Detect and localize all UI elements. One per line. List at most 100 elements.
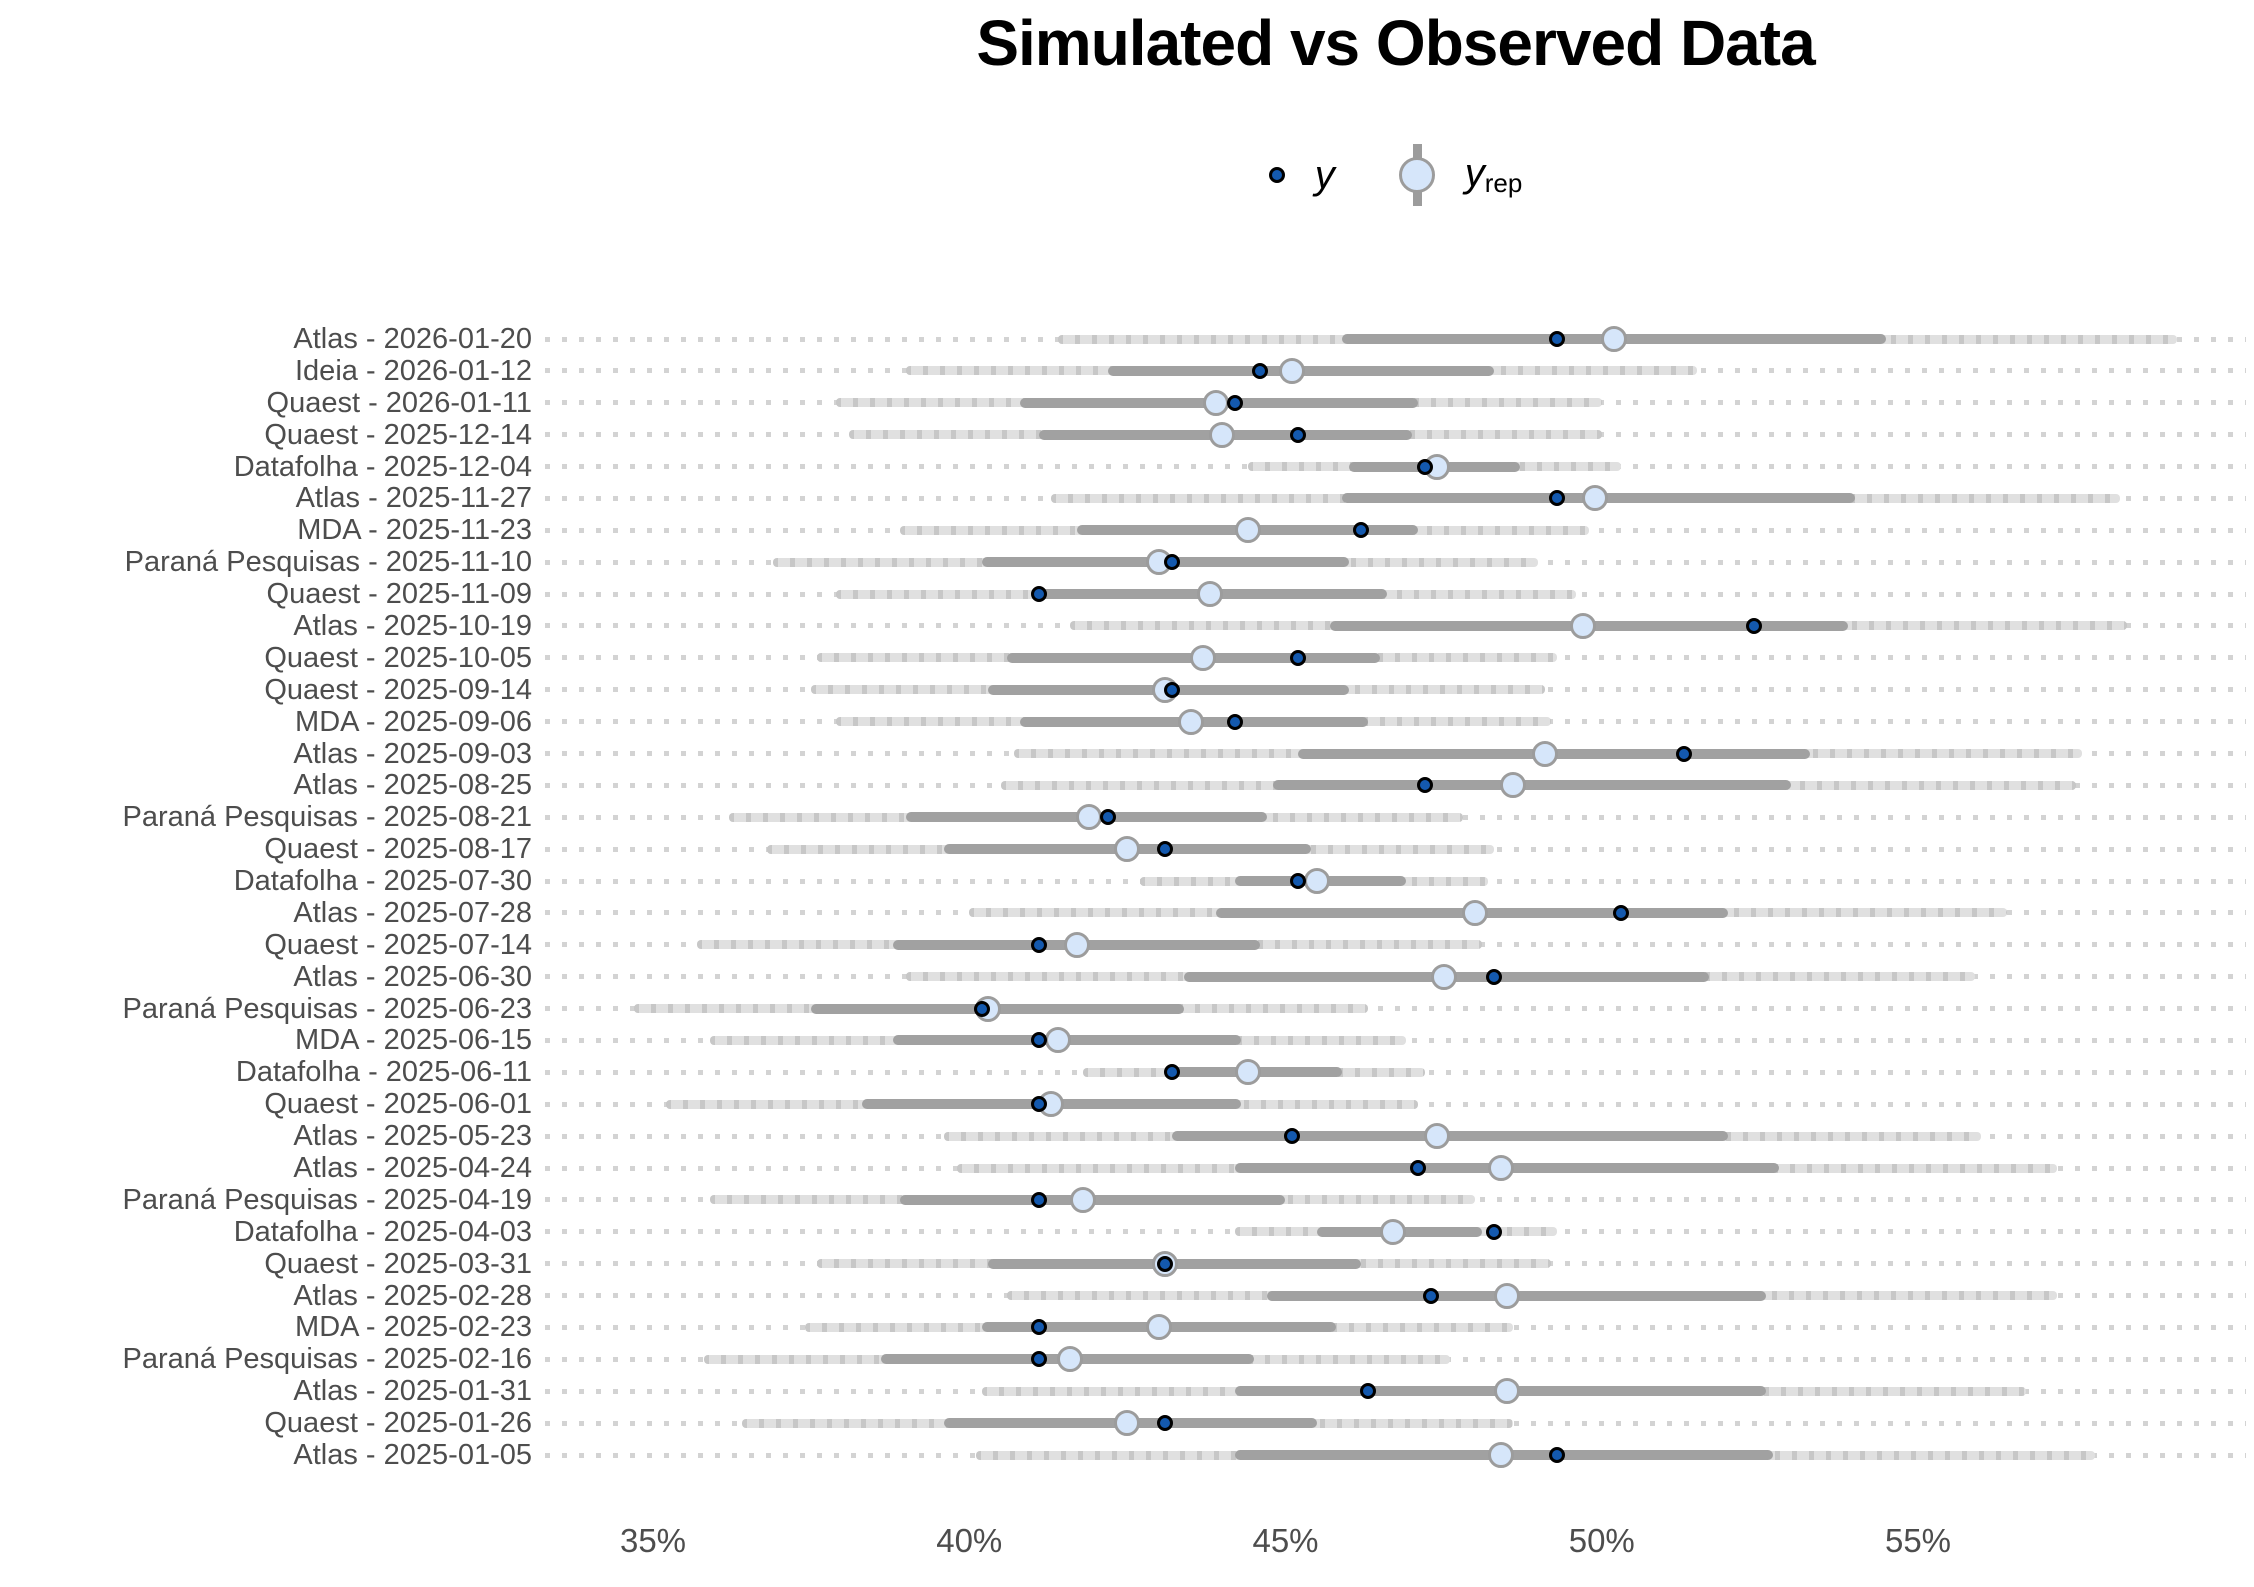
- yrep-point: [1582, 485, 1609, 512]
- row-label: Quaest - 2025-01-26: [264, 1407, 532, 1440]
- yrep-point: [1044, 1027, 1071, 1054]
- yrep-point: [1569, 612, 1596, 639]
- row-label: Atlas - 2025-01-31: [293, 1375, 532, 1408]
- yrep-point: [1493, 1378, 1520, 1405]
- row-label: Quaest - 2026-01-11: [266, 386, 532, 419]
- row-label: Quaest - 2025-11-09: [266, 578, 532, 611]
- row-label: Atlas - 2025-10-19: [293, 609, 532, 642]
- yrep-legend-marker: [1398, 144, 1435, 206]
- row-label: Atlas - 2025-01-05: [293, 1439, 532, 1471]
- yrep-point: [1114, 1410, 1141, 1437]
- y-point: [1410, 1160, 1427, 1177]
- y-point: [1030, 1191, 1047, 1208]
- y-point: [1100, 809, 1117, 826]
- yrep-point: [1146, 1314, 1172, 1341]
- row-label: Paraná Pesquisas - 2025-06-23: [122, 992, 532, 1025]
- y-point: [1030, 586, 1047, 603]
- y-point: [1163, 681, 1180, 698]
- row-label: Atlas - 2025-08-25: [293, 769, 532, 802]
- yrep-point: [1430, 963, 1457, 990]
- y-point: [1353, 522, 1370, 539]
- y-point: [1030, 936, 1047, 953]
- yrep-point: [1487, 1155, 1514, 1182]
- row-label: Quaest - 2025-12-14: [264, 418, 532, 451]
- y-point: [1745, 617, 1762, 634]
- row-label: Datafolha - 2025-04-03: [233, 1215, 532, 1248]
- yrep-point: [1304, 868, 1331, 895]
- yrep-point: [1177, 708, 1204, 735]
- x-tick-label: 45%: [1252, 1522, 1319, 1559]
- y-point: [1416, 777, 1433, 794]
- y-point: [1486, 1223, 1503, 1240]
- y-point: [1416, 458, 1433, 475]
- row-label: Paraná Pesquisas - 2025-11-10: [124, 546, 532, 579]
- y-point: [1290, 873, 1307, 890]
- yrep-point: [1209, 421, 1236, 448]
- row-label: MDA - 2025-11-23: [297, 514, 532, 547]
- row-label: MDA - 2025-06-15: [295, 1024, 532, 1057]
- yrep-point: [1076, 804, 1103, 831]
- y-point: [1163, 1064, 1180, 1081]
- y-point: [1226, 394, 1243, 411]
- chart-legend: y yrep: [545, 140, 2246, 210]
- yrep-point: [1152, 1250, 1179, 1277]
- y-point: [1157, 1415, 1174, 1432]
- row-label: Atlas - 2025-11-27: [295, 482, 532, 515]
- y-point: [1157, 841, 1174, 858]
- yrep-point: [1462, 899, 1489, 926]
- y-point: [1157, 1255, 1174, 1272]
- yrep-point: [1278, 357, 1305, 384]
- yrep-point: [1234, 1059, 1261, 1086]
- yrep-point: [1202, 389, 1229, 416]
- y-legend-label: y: [1314, 152, 1335, 197]
- y-point: [1549, 490, 1566, 507]
- y-point: [1359, 1383, 1376, 1400]
- x-tick-label: 35%: [619, 1522, 687, 1559]
- yrep-point: [1063, 931, 1090, 958]
- yrep-point: [1234, 517, 1261, 544]
- chart-title: Simulated vs Observed Data: [976, 7, 1815, 79]
- y-legend-marker: [1268, 167, 1285, 183]
- yrep-point: [1531, 740, 1558, 767]
- row-label: Quaest - 2025-08-17: [264, 833, 532, 866]
- y-point: [1030, 1032, 1047, 1049]
- row-label: Quaest - 2025-10-05: [264, 641, 532, 674]
- row-label: Atlas - 2025-06-30: [293, 960, 532, 993]
- y-point: [1549, 1447, 1566, 1463]
- row-label: Datafolha - 2025-06-11: [235, 1056, 532, 1089]
- row-label: Atlas - 2025-04-24: [293, 1152, 532, 1185]
- row-label: Atlas - 2025-05-23: [293, 1120, 532, 1153]
- row-label: Quaest - 2025-03-31: [264, 1247, 532, 1280]
- y-point: [1030, 1319, 1047, 1336]
- row-label: Atlas - 2025-07-28: [293, 896, 532, 929]
- yrep-point: [1493, 1282, 1520, 1309]
- row-label: Quaest - 2025-06-01: [264, 1088, 532, 1121]
- row-label: Atlas - 2026-01-20: [293, 323, 532, 355]
- yrep-point: [1190, 644, 1217, 671]
- yrep-legend-subscript: rep: [1484, 168, 1523, 198]
- y-point: [1226, 713, 1243, 730]
- y-point: [1290, 649, 1307, 666]
- y-point: [1252, 362, 1269, 379]
- yrep-legend-label: yrep: [1464, 151, 1523, 198]
- row-label: MDA - 2025-09-06: [295, 705, 532, 738]
- y-point: [1486, 968, 1503, 985]
- row-label: Quaest - 2025-07-14: [264, 928, 532, 961]
- x-tick-label: 55%: [1884, 1522, 1952, 1559]
- y-point: [1612, 904, 1629, 921]
- grid-dotted-line: [545, 1006, 2246, 1012]
- row-label: Datafolha - 2025-12-04: [233, 450, 532, 483]
- row-label: MDA - 2025-02-23: [295, 1311, 532, 1344]
- yrep-point: [1500, 772, 1527, 799]
- row-label: Atlas - 2025-09-03: [293, 737, 532, 770]
- row-label: Atlas - 2025-02-28: [293, 1279, 532, 1312]
- row-label: Datafolha - 2025-07-30: [233, 865, 532, 898]
- row-label: Ideia - 2026-01-12: [295, 354, 532, 387]
- row-label: Paraná Pesquisas - 2025-04-19: [122, 1183, 532, 1216]
- yrep-point: [1424, 1123, 1451, 1150]
- yrep-point: [1601, 326, 1628, 352]
- row-label: Paraná Pesquisas - 2025-02-16: [122, 1343, 532, 1376]
- y-point: [1030, 1351, 1047, 1368]
- yrep-legend-circle: [1398, 157, 1435, 193]
